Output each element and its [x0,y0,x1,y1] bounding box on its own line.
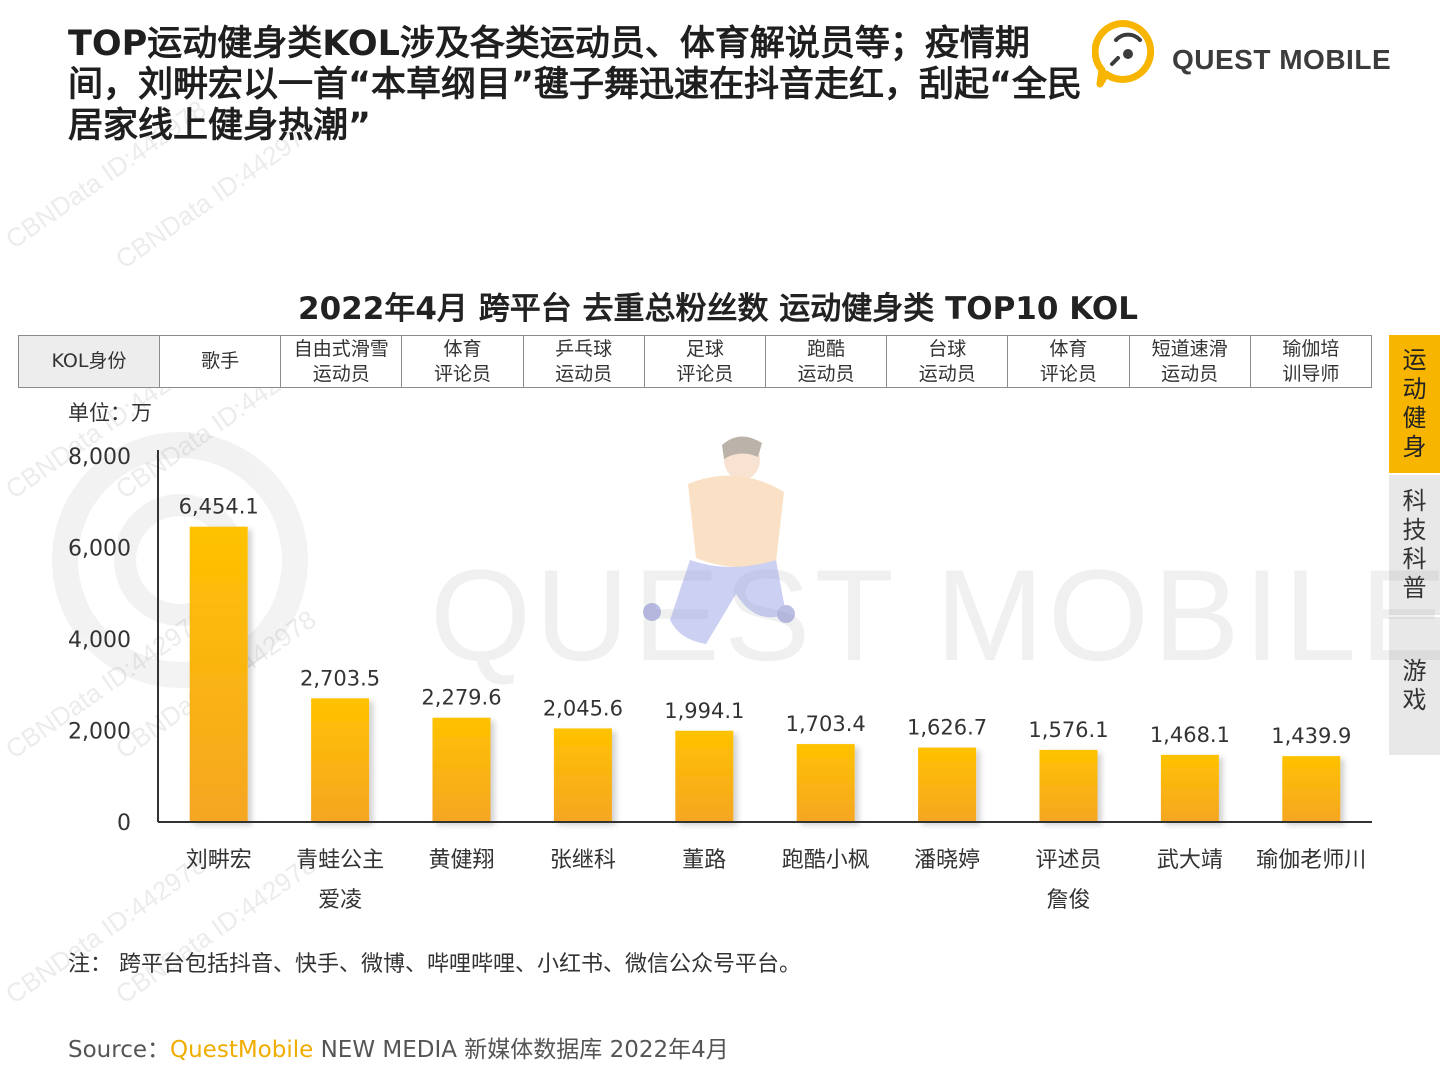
y-tick-label: 6,000 [68,537,131,562]
bar-value-label: 6,454.1 [179,495,259,519]
questmobile-logo-icon [1091,20,1155,88]
kol-identity-table: KOL身份 歌手 自由式滑雪 运动员 体育 评论员 乒乓球 运动员 足球 评论员 跑酷运… [18,335,1373,388]
bar [311,698,370,822]
kol-identity-cell: 台球 运动员 [886,335,1009,388]
kol-identity-cell: 歌手 [158,335,282,388]
x-tick-label: 潘晓婷 [914,848,980,873]
x-axis: 刘畊宏 青蛙公主爱凌 黄健翔 张继科 董路 跑酷小枫 潘晓婷 评述员詹俊 武大靖 瑜伽老师川 [158,821,1372,913]
x-tick-label: 黄健翔 [428,848,494,873]
bar [1160,754,1219,822]
footnote: 注： 跨平台包括抖音、快手、微博、哔哩哔哩、小红书、微信公众号平台。 [68,952,801,977]
questmobile-logo: QUEST MOBILE [1091,18,1422,88]
bar [1039,749,1098,822]
bar-value-label: 1,703.4 [786,712,866,736]
chart-title: 2022年4月 跨平台 去重总粉丝数 运动健身类 TOP10 KOL [298,291,1138,327]
kol-identity-cell: 体育 评论员 [401,335,524,388]
kol-identity-cell: 跑酷 运动员 [764,335,888,388]
kol-identity-cell: 瑜伽培 训导师 [1249,335,1373,388]
x-tick-label: 张继科 [550,848,616,873]
logo-text: QUEST MOBILE [1172,44,1392,75]
x-tick-label: 武大靖 [1157,848,1223,873]
y-axis: 0 2,000 4,000 6,000 8,000 [68,445,159,836]
kol-identity-header: KOL身份 [18,335,160,388]
category-side-tabs: 运动健身 科技科普 游戏 [1389,335,1440,757]
bar-value-label: 1,439.9 [1271,724,1351,748]
bar [432,717,491,822]
x-tick-label: 刘畊宏 [186,848,252,873]
bar-value-label: 1,626.7 [907,716,987,740]
bar [189,526,248,822]
side-tab[interactable]: 运动健身 [1389,335,1440,475]
side-tab[interactable]: 游戏 [1389,617,1440,757]
x-tick-label: 跑酷小枫 [782,848,870,873]
background-watermark: QUEST MOBILE [52,432,1440,688]
y-tick-label: 2,000 [68,720,131,745]
unit-label: 单位：万 [68,401,152,425]
kol-identity-cell: 乒乓球 运动员 [522,335,645,388]
side-tab-label: 运动健身 [1402,346,1427,461]
source-brand: QuestMobile [170,1037,314,1063]
runner-figure-icon [643,436,795,644]
y-tick-label: 8,000 [68,445,131,470]
bar [796,744,855,822]
kol-identity-cell: 足球 评论员 [643,335,766,388]
bar [675,730,734,822]
source-prefix: Source： [68,1037,170,1063]
x-tick-label: 瑜伽老师川 [1256,848,1366,873]
source-rest: NEW MEDIA 新媒体数据库 2022年4月 [313,1037,729,1063]
bars: 6,454.1 2,703.5 2,279.6 2,045.6 1,994.1 1,703… [179,495,1351,822]
bar-value-label: 2,703.5 [300,666,380,690]
x-tick-label: 董路 [682,848,726,873]
bar-value-label: 2,045.6 [543,696,623,720]
side-tab-label: 游戏 [1402,657,1427,714]
bar [1282,756,1341,822]
x-tick-label: 评述员詹俊 [1035,848,1101,913]
bar [553,728,612,822]
bar-value-label: 1,468.1 [1150,723,1230,747]
y-tick-label: 0 [117,811,131,836]
bar-value-label: 1,994.1 [664,699,744,723]
kol-identity-row: KOL身份 歌手 自由式滑雪 运动员 体育 评论员 乒乓球 运动员 足球 评论员 跑酷运… [18,335,1373,388]
bar-value-label: 1,576.1 [1028,718,1108,742]
kol-identity-cell: 自由式滑雪 运动员 [280,335,403,388]
background-watermark-text: QUEST MOBILE [430,542,1440,688]
x-tick-label: 青蛙公主爱凌 [296,848,384,913]
kol-identity-cell: 短道速滑 运动员 [1128,335,1251,388]
side-tab[interactable]: 科技科普 [1389,475,1440,617]
side-tab-label: 科技科普 [1402,487,1427,602]
source-line: Source：QuestMobile NEW MEDIA 新媒体数据库 2022… [68,1030,729,1064]
y-tick-label: 4,000 [68,628,131,653]
bar-value-label: 2,279.6 [421,686,501,710]
page-title: TOP运动健身类KOL涉及各类运动员、体育解说员等；疫情期间，刘畊宏以一首“本草… [68,24,1083,146]
bar [918,747,977,822]
